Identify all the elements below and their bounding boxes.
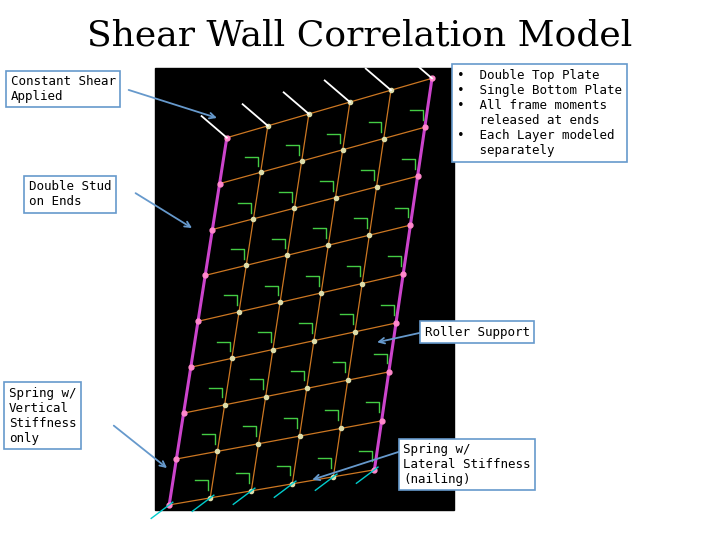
Text: Shear Wall Correlation Model: Shear Wall Correlation Model bbox=[87, 19, 633, 53]
Text: Roller Support: Roller Support bbox=[425, 326, 530, 339]
Text: Constant Shear
Applied: Constant Shear Applied bbox=[11, 75, 116, 103]
FancyBboxPatch shape bbox=[155, 68, 454, 510]
Text: Double Stud
on Ends: Double Stud on Ends bbox=[29, 180, 112, 208]
Text: •  Double Top Plate
•  Single Bottom Plate
•  All frame moments
   released at e: • Double Top Plate • Single Bottom Plate… bbox=[457, 70, 622, 157]
Text: Spring w/
Lateral Stiffness
(nailing): Spring w/ Lateral Stiffness (nailing) bbox=[403, 443, 531, 486]
Text: Spring w/
Vertical
Stiffness
only: Spring w/ Vertical Stiffness only bbox=[9, 387, 76, 445]
